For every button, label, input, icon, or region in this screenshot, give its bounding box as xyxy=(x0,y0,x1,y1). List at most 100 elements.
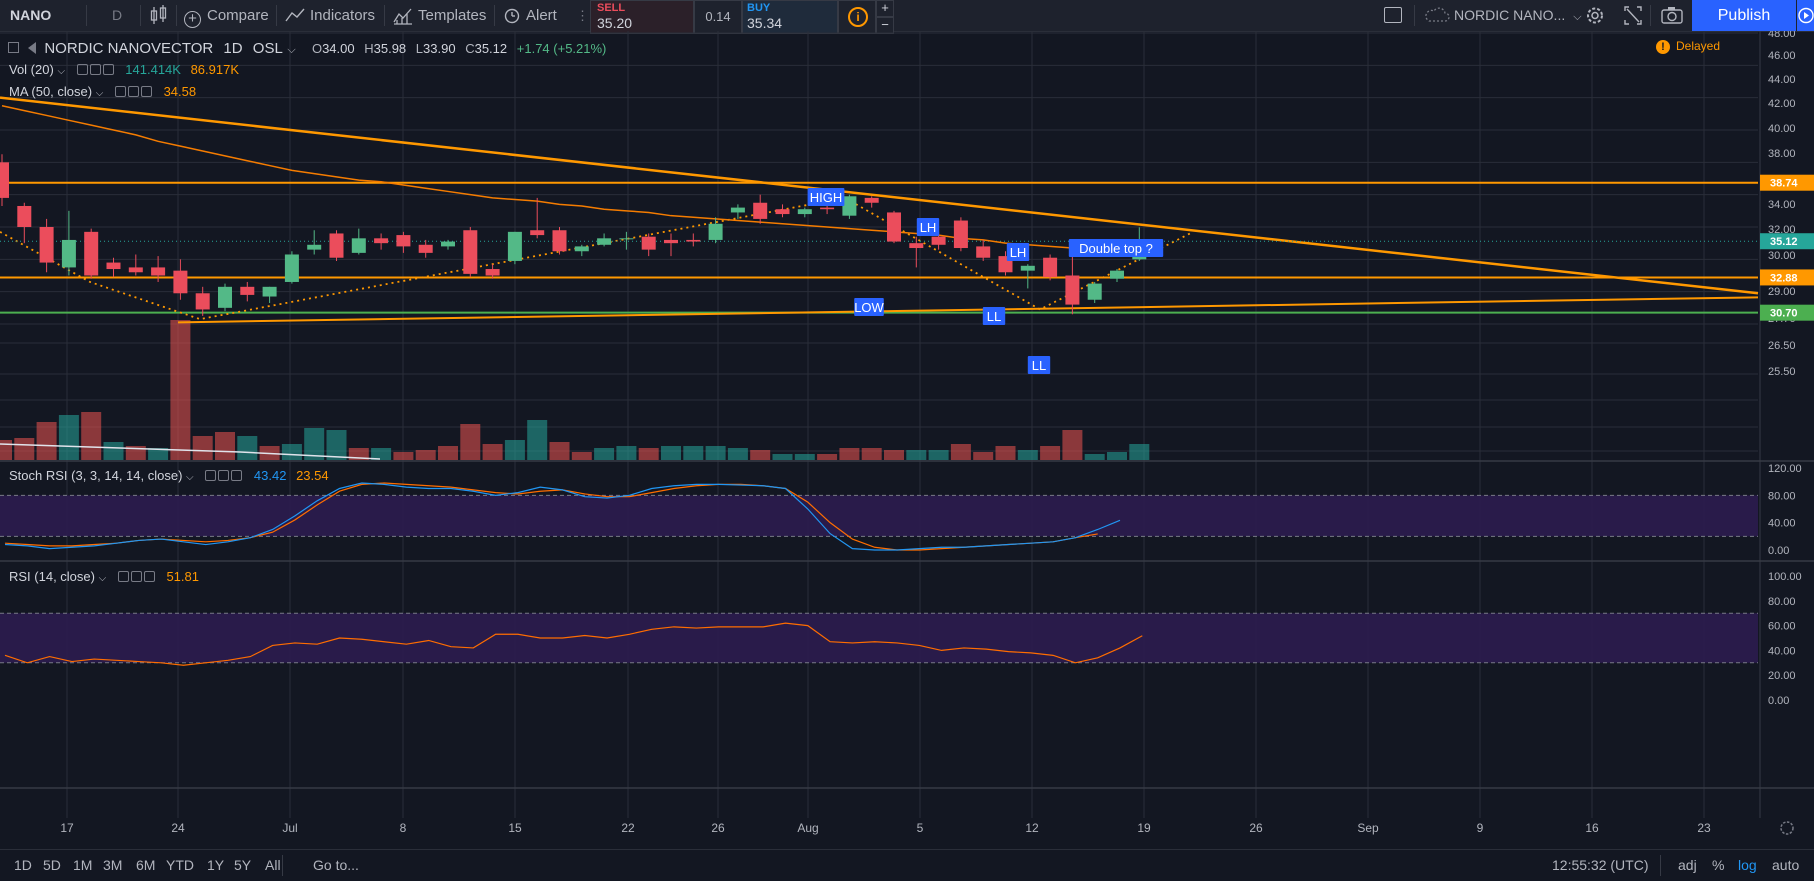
chart-canvas[interactable]: 48.0046.0044.0042.0040.0038.0036.0034.00… xyxy=(0,31,1814,849)
compare-button[interactable]: + Compare xyxy=(184,0,269,31)
volume-bar xyxy=(415,450,436,460)
price-axis[interactable]: 48.0046.0044.0042.0040.0038.0036.0034.00… xyxy=(1760,31,1814,707)
indicator-controls[interactable] xyxy=(76,62,116,77)
warning-icon: ! xyxy=(1656,40,1670,54)
grid xyxy=(0,31,1758,818)
annotation-label: Double top ? xyxy=(1079,241,1153,256)
buy-button[interactable]: BUY 35.34 xyxy=(742,0,838,34)
price-badge-label: 38.74 xyxy=(1770,178,1798,190)
goto-button[interactable]: Go to... xyxy=(313,857,359,873)
chart-type-button[interactable] xyxy=(148,0,170,31)
stoch-tick: 80.00 xyxy=(1768,490,1796,502)
time-tick: 15 xyxy=(508,821,522,835)
range-ytd[interactable]: YTD xyxy=(166,857,194,873)
price-badge xyxy=(1760,174,1814,191)
candle-body xyxy=(753,202,768,219)
indicators-button[interactable]: Indicators xyxy=(284,0,375,31)
volume-bar xyxy=(215,432,235,460)
volume-bar xyxy=(750,450,771,460)
ascending-trendline xyxy=(177,296,1759,324)
range-1m[interactable]: 1M xyxy=(73,857,93,873)
annotation-box xyxy=(1006,243,1030,261)
range-1d[interactable]: 1D xyxy=(14,857,32,873)
snapshot-button[interactable] xyxy=(1660,0,1684,31)
price-tick: 48.00 xyxy=(1768,31,1796,40)
percent-toggle[interactable]: % xyxy=(1712,857,1725,873)
price-badge-label: 32.88 xyxy=(1770,272,1798,284)
order-info-button[interactable]: i xyxy=(838,0,876,34)
volume-bar xyxy=(549,442,570,460)
time-axis[interactable]: 17 24 Jul 8 15 22 26 Aug 5 12 19 26 Sep 9 16 23 xyxy=(60,821,1794,835)
price-tick: 29.00 xyxy=(1768,286,1796,298)
indicators-label: Indicators xyxy=(310,7,376,24)
collapse-icon[interactable] xyxy=(8,42,19,53)
chart-area[interactable]: 48.0046.0044.0042.0040.0038.0036.0034.00… xyxy=(0,31,1814,849)
range-5d[interactable]: 5D xyxy=(43,857,61,873)
price-tick: 42.00 xyxy=(1768,98,1796,110)
volume-bar xyxy=(36,422,57,460)
stoch-rsi-lines xyxy=(4,482,1121,551)
candle-body xyxy=(730,207,745,213)
candle-body xyxy=(797,209,812,215)
candle-body xyxy=(931,236,946,245)
settings-button[interactable] xyxy=(1584,0,1606,31)
range-1y[interactable]: 1Y xyxy=(207,857,225,873)
price-tick: 44.00 xyxy=(1768,74,1796,86)
templates-button[interactable]: Templates xyxy=(392,0,486,31)
ma-name: MA (50, close) xyxy=(9,84,93,99)
volume-bar xyxy=(460,424,481,460)
templates-label: Templates xyxy=(418,7,487,24)
time-tick: Jul xyxy=(282,821,297,835)
annotation-label: LH xyxy=(920,220,937,235)
plus-button[interactable]: + xyxy=(876,0,894,17)
rsi-tick: 0.00 xyxy=(1768,695,1789,707)
range-5y[interactable]: 5Y xyxy=(234,857,252,873)
auto-toggle[interactable]: auto xyxy=(1772,857,1800,873)
indicator-controls[interactable] xyxy=(117,569,157,584)
candle-body xyxy=(1110,270,1124,279)
volume-bars xyxy=(0,320,1150,460)
range-3m[interactable]: 3M xyxy=(103,857,123,873)
volume-bar xyxy=(1040,446,1061,460)
volume-bar xyxy=(594,448,615,460)
range-6m[interactable]: 6M xyxy=(136,857,156,873)
sell-button[interactable]: SELL 35.20 xyxy=(590,0,694,34)
annotation-box xyxy=(916,218,940,236)
delayed-badge[interactable]: ! Delayed xyxy=(1656,39,1720,54)
symbol-search[interactable]: NANO xyxy=(10,7,52,23)
price-tick: 26.50 xyxy=(1768,340,1796,352)
stoch-k-value: 43.42 xyxy=(253,468,287,483)
annotation-label: LOW xyxy=(854,300,884,315)
layout-menu[interactable]: NORDIC NANO... ⌵ xyxy=(1424,0,1582,31)
indicator-controls[interactable] xyxy=(114,84,154,99)
annotation-label: HIGH xyxy=(810,190,843,205)
fullscreen-button[interactable] xyxy=(1622,0,1644,31)
candle-body xyxy=(218,286,232,308)
buy-price: 35.34 xyxy=(747,15,783,31)
publish-button[interactable]: Publish xyxy=(1692,0,1796,31)
price-badge-label: 30.70 xyxy=(1770,308,1798,320)
volume-bar xyxy=(705,446,726,460)
candle-body xyxy=(1087,283,1102,300)
clock-time[interactable]: 12:55:32 (UTC) xyxy=(1552,857,1649,873)
log-toggle[interactable]: log xyxy=(1738,857,1757,873)
fullscreen-toggle[interactable] xyxy=(1384,0,1402,31)
publish-menu-button[interactable] xyxy=(1797,0,1814,31)
range-all[interactable]: All xyxy=(265,857,281,873)
candle-body xyxy=(597,238,612,245)
alert-button[interactable]: Alert xyxy=(502,0,557,31)
indicator-controls[interactable] xyxy=(205,468,244,483)
candle-body xyxy=(17,205,32,227)
candle-body xyxy=(686,239,701,242)
volume-bar xyxy=(683,446,704,460)
interval-button[interactable]: D xyxy=(112,7,123,23)
price-tick: 25.50 xyxy=(1768,366,1796,378)
instrument-name: NORDIC NANOVECTOR xyxy=(44,40,214,57)
price-badge-label: 35.12 xyxy=(1770,236,1798,248)
volume-bar xyxy=(326,430,347,460)
adj-toggle[interactable]: adj xyxy=(1678,857,1697,873)
volume-bar xyxy=(482,444,503,460)
candle-body xyxy=(842,196,857,216)
volume-bar xyxy=(103,442,124,460)
volume-bar xyxy=(950,444,971,460)
